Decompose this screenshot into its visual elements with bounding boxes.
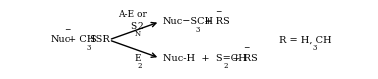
Text: S: S [131,22,137,31]
Text: E: E [134,54,141,63]
Text: 3: 3 [312,44,317,52]
Text: A-E or: A-E or [118,10,147,19]
Text: 2: 2 [224,62,228,70]
Text: −: − [243,44,249,52]
Text: N: N [134,30,140,38]
Text: SSR: SSR [89,35,110,44]
Text: + CH: + CH [68,35,95,44]
Text: + RS: + RS [198,17,230,26]
Text: −: − [64,26,70,34]
Text: R = H, CH: R = H, CH [279,35,331,44]
Text: Nuc: Nuc [50,35,70,44]
Text: 3: 3 [196,26,200,34]
Text: Nuc-H  +  S=CH: Nuc-H + S=CH [163,54,247,63]
Text: + RS: + RS [226,54,258,63]
Text: 2: 2 [137,22,143,31]
Text: −: − [215,8,222,16]
Text: 2: 2 [138,62,142,70]
Text: Nuc−SCH: Nuc−SCH [163,17,214,26]
Text: 3: 3 [86,44,91,52]
